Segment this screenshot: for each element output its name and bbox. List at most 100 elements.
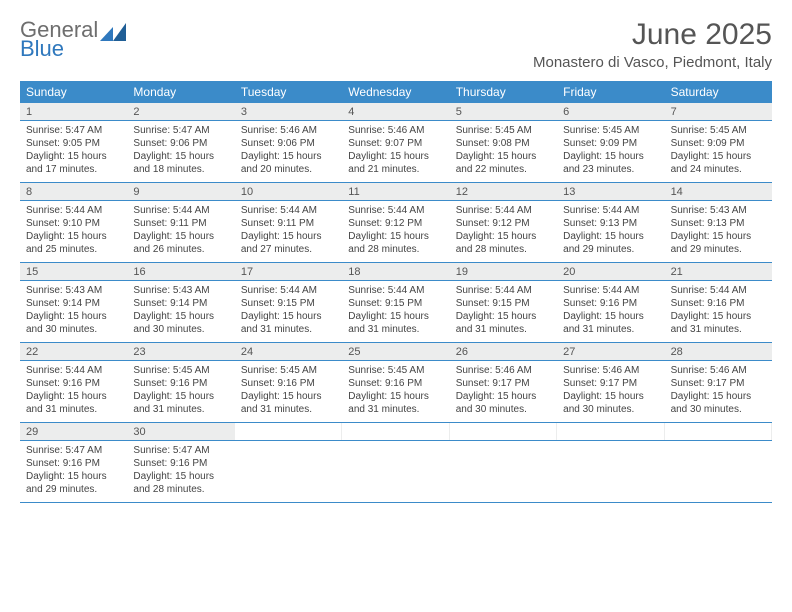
sunrise-line: Sunrise: 5:46 AM [671, 364, 766, 377]
daylight-line: Daylight: 15 hours and 31 minutes. [671, 310, 766, 336]
daylight-line: Daylight: 15 hours and 23 minutes. [563, 150, 658, 176]
sunrise-line: Sunrise: 5:47 AM [133, 124, 228, 137]
date-cell: Sunrise: 5:47 AMSunset: 9:05 PMDaylight:… [20, 121, 127, 182]
location-subtitle: Monastero di Vasco, Piedmont, Italy [533, 54, 772, 71]
page-title: June 2025 [533, 18, 772, 52]
date-cell [235, 441, 342, 502]
date-number: 14 [665, 183, 772, 200]
sunset-line: Sunset: 9:10 PM [26, 217, 121, 230]
sunrise-line: Sunrise: 5:46 AM [456, 364, 551, 377]
date-cell: Sunrise: 5:43 AMSunset: 9:14 PMDaylight:… [127, 281, 234, 342]
daylight-line: Daylight: 15 hours and 31 minutes. [133, 390, 228, 416]
daylight-line: Daylight: 15 hours and 31 minutes. [26, 390, 121, 416]
sunset-line: Sunset: 9:16 PM [563, 297, 658, 310]
date-content-row: Sunrise: 5:43 AMSunset: 9:14 PMDaylight:… [20, 281, 772, 343]
date-cell: Sunrise: 5:46 AMSunset: 9:17 PMDaylight:… [557, 361, 664, 422]
daylight-line: Daylight: 15 hours and 30 minutes. [671, 390, 766, 416]
sunset-line: Sunset: 9:11 PM [241, 217, 336, 230]
date-number: 2 [127, 103, 234, 120]
date-cell: Sunrise: 5:46 AMSunset: 9:07 PMDaylight:… [342, 121, 449, 182]
sunrise-line: Sunrise: 5:44 AM [348, 204, 443, 217]
date-number: 6 [557, 103, 664, 120]
daylight-line: Daylight: 15 hours and 31 minutes. [241, 390, 336, 416]
sunrise-line: Sunrise: 5:47 AM [133, 444, 228, 457]
daylight-line: Daylight: 15 hours and 31 minutes. [563, 310, 658, 336]
sunset-line: Sunset: 9:17 PM [456, 377, 551, 390]
date-number-row: 22232425262728 [20, 343, 772, 361]
daylight-line: Daylight: 15 hours and 28 minutes. [133, 470, 228, 496]
sunrise-line: Sunrise: 5:45 AM [456, 124, 551, 137]
daylight-line: Daylight: 15 hours and 31 minutes. [348, 310, 443, 336]
daylight-line: Daylight: 15 hours and 31 minutes. [456, 310, 551, 336]
date-number: 21 [665, 263, 772, 280]
date-number [665, 423, 772, 440]
title-block: June 2025 Monastero di Vasco, Piedmont, … [533, 18, 772, 71]
sunset-line: Sunset: 9:08 PM [456, 137, 551, 150]
daylight-line: Daylight: 15 hours and 18 minutes. [133, 150, 228, 176]
date-number: 19 [450, 263, 557, 280]
date-number: 28 [665, 343, 772, 360]
date-cell [450, 441, 557, 502]
day-header: Sunday [20, 81, 127, 103]
sunset-line: Sunset: 9:06 PM [241, 137, 336, 150]
date-number: 1 [20, 103, 127, 120]
date-number: 17 [235, 263, 342, 280]
date-content-row: Sunrise: 5:47 AM Sunset: 9:05 PM Daylight:… [20, 121, 772, 183]
sunrise-line: Sunrise: 5:46 AM [563, 364, 658, 377]
date-cell: Sunrise: 5:44 AMSunset: 9:16 PMDaylight:… [557, 281, 664, 342]
date-cell: Sunrise: 5:44 AMSunset: 9:16 PMDaylight:… [20, 361, 127, 422]
sunset-line: Sunset: 9:16 PM [133, 377, 228, 390]
daylight-line: Daylight: 15 hours and 31 minutes. [241, 310, 336, 336]
logo-text-2: Blue [20, 37, 98, 60]
date-cell: Sunrise: 5:45 AMSunset: 9:16 PMDaylight:… [235, 361, 342, 422]
date-cell: Sunrise: 5:45 AMSunset: 9:16 PMDaylight:… [342, 361, 449, 422]
date-number: 27 [557, 343, 664, 360]
date-cell: Sunrise: 5:46 AMSunset: 9:06 PMDaylight:… [235, 121, 342, 182]
date-cell: Sunrise: 5:45 AMSunset: 9:09 PMDaylight:… [665, 121, 772, 182]
date-number: 30 [127, 423, 234, 440]
date-number: 16 [127, 263, 234, 280]
date-cell: Sunrise: 5:47 AMSunset: 9:16 PMDaylight:… [127, 441, 234, 502]
sunrise-line: Sunrise: 5:43 AM [671, 204, 766, 217]
calendar: SundayMondayTuesdayWednesdayThursdayFrid… [20, 81, 772, 503]
sunset-line: Sunset: 9:11 PM [133, 217, 228, 230]
date-cell: Sunrise: 5:44 AMSunset: 9:16 PMDaylight:… [665, 281, 772, 342]
date-cell [342, 441, 449, 502]
date-number [342, 423, 449, 440]
sunrise-line: Sunrise: 5:47 AM [26, 444, 121, 457]
date-number: 4 [342, 103, 449, 120]
date-cell: Sunrise: 5:44 AMSunset: 9:11 PMDaylight:… [235, 201, 342, 262]
sunset-line: Sunset: 9:05 PM [26, 137, 121, 150]
date-cell: Sunrise: 5:47 AMSunset: 9:06 PMDaylight:… [127, 121, 234, 182]
day-header: Thursday [450, 81, 557, 103]
date-number: 11 [342, 183, 449, 200]
date-number-row: 2930 [20, 423, 772, 441]
date-number: 8 [20, 183, 127, 200]
sunset-line: Sunset: 9:07 PM [348, 137, 443, 150]
day-header: Wednesday [342, 81, 449, 103]
date-cell: Sunrise: 5:44 AMSunset: 9:15 PMDaylight:… [235, 281, 342, 342]
sunset-line: Sunset: 9:13 PM [671, 217, 766, 230]
date-number: 25 [342, 343, 449, 360]
logo: General Blue [20, 18, 126, 60]
header: General Blue June 2025 Monastero di Vasc… [20, 18, 772, 71]
date-number-row: 1234567 [20, 103, 772, 121]
date-number: 5 [450, 103, 557, 120]
date-number-row: 15161718192021 [20, 263, 772, 281]
day-header: Monday [127, 81, 234, 103]
sunrise-line: Sunrise: 5:44 AM [456, 284, 551, 297]
date-cell: Sunrise: 5:44 AMSunset: 9:12 PMDaylight:… [450, 201, 557, 262]
day-header: Saturday [665, 81, 772, 103]
date-cell: Sunrise: 5:47 AMSunset: 9:16 PMDaylight:… [20, 441, 127, 502]
sunrise-line: Sunrise: 5:45 AM [348, 364, 443, 377]
date-content-row: Sunrise: 5:44 AMSunset: 9:16 PMDaylight:… [20, 361, 772, 423]
date-cell: Sunrise: 5:44 AMSunset: 9:15 PMDaylight:… [342, 281, 449, 342]
sunset-line: Sunset: 9:16 PM [671, 297, 766, 310]
date-cell: Sunrise: 5:44 AMSunset: 9:11 PMDaylight:… [127, 201, 234, 262]
day-header: Friday [557, 81, 664, 103]
logo-triangle-icon [100, 22, 126, 40]
date-cell: Sunrise: 5:44 AMSunset: 9:10 PMDaylight:… [20, 201, 127, 262]
day-header: Tuesday [235, 81, 342, 103]
sunset-line: Sunset: 9:12 PM [348, 217, 443, 230]
date-number: 26 [450, 343, 557, 360]
